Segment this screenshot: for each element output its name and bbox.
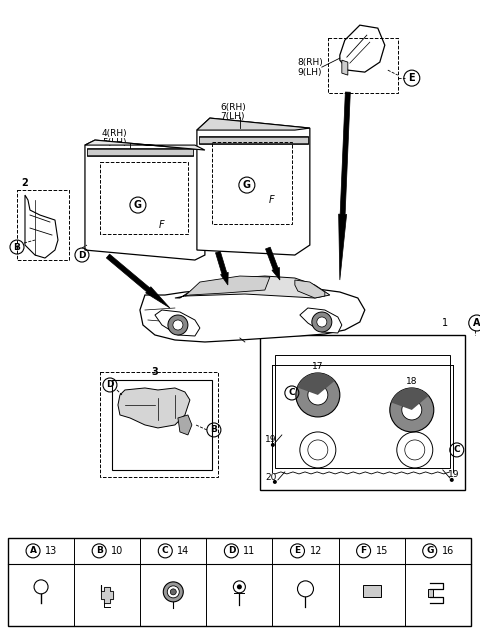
Text: 19: 19	[448, 470, 460, 480]
Bar	[100, 162, 188, 234]
Text: 7(LH): 7(LH)	[220, 112, 244, 121]
Bar	[260, 335, 465, 490]
Circle shape	[163, 582, 183, 602]
Text: 15: 15	[375, 546, 388, 556]
Bar	[212, 142, 292, 224]
Text: C: C	[288, 389, 295, 398]
Text: A: A	[473, 318, 480, 328]
Text: 3: 3	[152, 367, 158, 377]
Bar	[112, 380, 212, 470]
Wedge shape	[391, 388, 429, 410]
Bar	[199, 136, 308, 144]
Text: 14: 14	[177, 546, 190, 556]
Text: 20: 20	[265, 473, 276, 482]
Text: G: G	[426, 547, 433, 556]
Text: E: E	[408, 73, 415, 83]
Circle shape	[170, 589, 176, 595]
Text: 1: 1	[442, 318, 448, 328]
Text: 6(RH): 6(RH)	[220, 102, 246, 112]
Text: 13: 13	[45, 546, 57, 556]
Text: 2: 2	[22, 178, 28, 188]
Circle shape	[271, 443, 275, 447]
Bar	[17, 190, 69, 260]
Text: 4(RH): 4(RH)	[102, 128, 128, 138]
Text: 18: 18	[406, 377, 418, 386]
Text: C: C	[162, 547, 168, 556]
Circle shape	[390, 388, 434, 432]
Text: E: E	[294, 547, 300, 556]
Text: G: G	[134, 200, 142, 210]
Polygon shape	[342, 60, 348, 75]
Text: C: C	[454, 446, 460, 454]
Circle shape	[312, 312, 332, 332]
Text: A: A	[30, 547, 36, 556]
Polygon shape	[25, 195, 58, 258]
Circle shape	[173, 320, 183, 330]
Text: B: B	[96, 547, 103, 556]
Polygon shape	[85, 140, 205, 150]
Polygon shape	[118, 388, 190, 428]
Text: F: F	[159, 220, 165, 230]
Bar	[8, 538, 471, 626]
Polygon shape	[155, 310, 200, 336]
Polygon shape	[175, 276, 330, 298]
Circle shape	[450, 478, 454, 482]
Text: 10: 10	[111, 546, 123, 556]
Polygon shape	[338, 92, 350, 280]
Text: 16: 16	[442, 546, 454, 556]
Text: F: F	[360, 547, 367, 556]
Text: 17: 17	[312, 363, 324, 372]
Circle shape	[402, 400, 422, 420]
Wedge shape	[297, 373, 335, 395]
Circle shape	[237, 585, 242, 590]
Text: D: D	[106, 380, 114, 389]
Text: B: B	[210, 425, 217, 434]
Bar	[428, 589, 432, 597]
Polygon shape	[140, 286, 365, 342]
Circle shape	[167, 586, 179, 598]
Polygon shape	[300, 308, 342, 333]
Circle shape	[296, 373, 340, 417]
Text: F: F	[269, 195, 275, 205]
Circle shape	[273, 480, 277, 484]
Polygon shape	[185, 276, 270, 296]
Polygon shape	[275, 355, 450, 468]
Bar	[362, 585, 381, 597]
Text: G: G	[243, 180, 251, 190]
Polygon shape	[265, 247, 280, 280]
Polygon shape	[340, 25, 385, 72]
Polygon shape	[101, 585, 113, 603]
Bar	[87, 148, 193, 156]
Circle shape	[308, 385, 328, 405]
Text: 12: 12	[310, 546, 322, 556]
Text: D: D	[78, 250, 86, 260]
Text: B: B	[13, 243, 21, 252]
Text: 9(LH): 9(LH)	[298, 68, 323, 76]
Text: 8(RH): 8(RH)	[298, 58, 324, 66]
Polygon shape	[216, 252, 228, 285]
Polygon shape	[197, 118, 310, 255]
Polygon shape	[85, 140, 205, 260]
Text: 11: 11	[243, 546, 256, 556]
Text: 19: 19	[265, 435, 276, 444]
Polygon shape	[107, 254, 170, 308]
Bar	[328, 38, 398, 93]
Circle shape	[317, 317, 327, 327]
Bar	[100, 372, 218, 477]
Polygon shape	[197, 118, 310, 130]
Text: 5(LH): 5(LH)	[102, 138, 126, 147]
Circle shape	[168, 315, 188, 335]
Polygon shape	[295, 280, 325, 298]
Polygon shape	[178, 415, 192, 435]
Text: D: D	[228, 547, 235, 556]
